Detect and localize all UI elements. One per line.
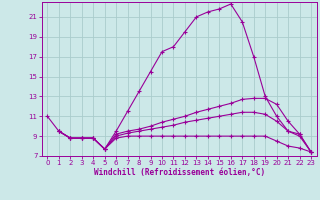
X-axis label: Windchill (Refroidissement éolien,°C): Windchill (Refroidissement éolien,°C): [94, 168, 265, 177]
